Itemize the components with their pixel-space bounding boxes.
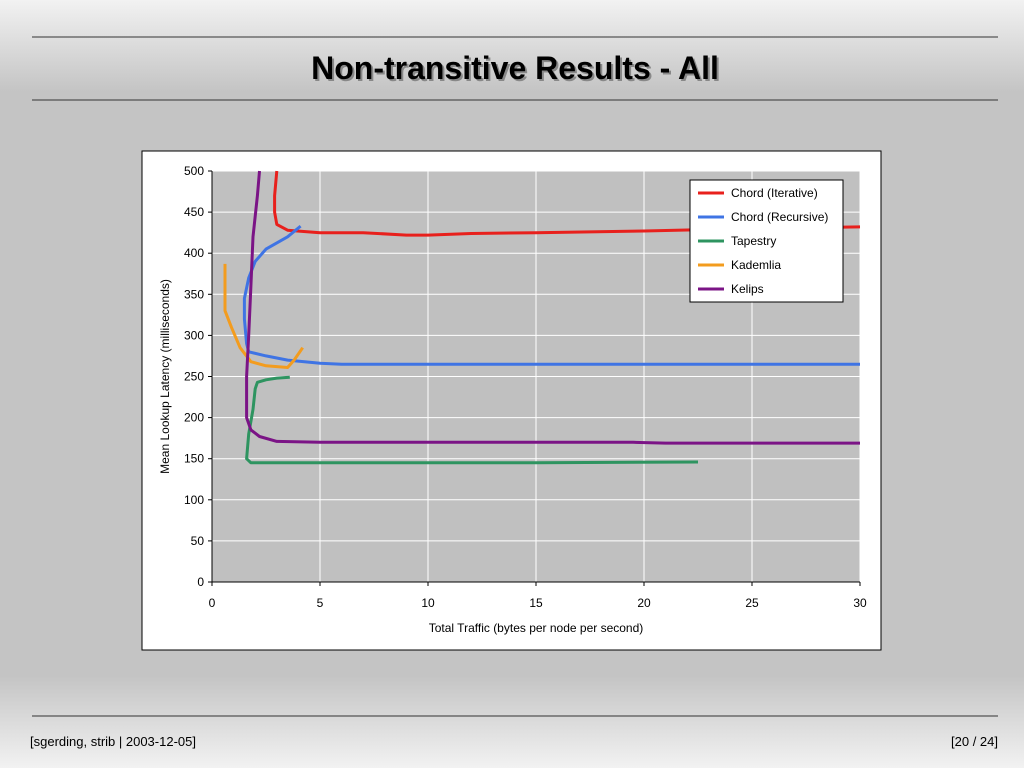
y-tick-label: 200 <box>184 411 204 425</box>
x-tick-label: 5 <box>317 596 324 610</box>
legend-label: Kelips <box>731 282 764 296</box>
legend-label: Chord (Iterative) <box>731 186 818 200</box>
y-tick-label: 300 <box>184 328 204 342</box>
slide-title: Non-transitive Results - All <box>311 50 719 86</box>
x-axis-label: Total Traffic (bytes per node per second… <box>429 621 644 635</box>
legend-label: Kademlia <box>731 258 781 272</box>
series-line <box>223 263 304 369</box>
y-tick-label: 100 <box>184 493 204 507</box>
chart: 0 50 100 150 200 250 300 350 400 450 500 0 5 10 15 20 25… <box>158 164 867 635</box>
legend-label: Chord (Recursive) <box>731 210 828 224</box>
x-tick-label: 10 <box>421 596 435 610</box>
x-tick-label: 20 <box>637 596 651 610</box>
series-line <box>245 375 699 465</box>
y-tick-label: 50 <box>191 534 205 548</box>
y-tick-label: 400 <box>184 246 204 260</box>
y-tick-label: 500 <box>184 164 204 178</box>
y-axis-label: Mean Lookup Latency (milliseconds) <box>158 279 172 474</box>
series-line <box>245 170 860 445</box>
y-tick-label: 250 <box>184 370 204 384</box>
y-tick-label: 350 <box>184 287 204 301</box>
x-tick-label: 0 <box>209 596 216 610</box>
y-tick-label: 450 <box>184 205 204 219</box>
footer-left: [sgerding, strib | 2003-12-05] <box>30 734 196 749</box>
x-tick-label: 15 <box>529 596 543 610</box>
legend-label: Tapestry <box>731 234 776 248</box>
y-tick-label: 0 <box>197 575 204 589</box>
series-line <box>273 170 861 237</box>
footer-right: [20 / 24] <box>951 734 998 749</box>
x-tick-label: 30 <box>853 596 867 610</box>
x-tick-label: 25 <box>745 596 759 610</box>
y-tick-label: 150 <box>184 452 204 466</box>
title-shadow: Non-transitive Results - All <box>313 52 721 88</box>
